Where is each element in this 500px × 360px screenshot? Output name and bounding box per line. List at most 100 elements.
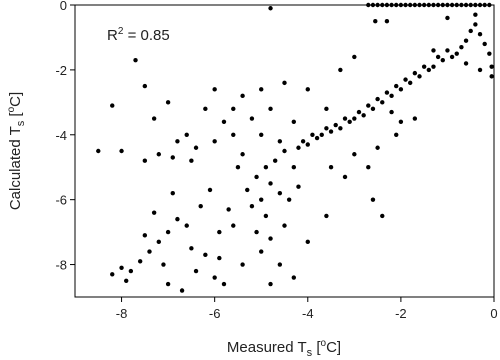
point bbox=[277, 139, 283, 144]
point bbox=[110, 272, 115, 277]
point bbox=[240, 93, 245, 99]
point bbox=[366, 2, 371, 8]
point bbox=[235, 165, 241, 170]
point bbox=[463, 38, 469, 43]
point bbox=[366, 103, 371, 108]
point bbox=[412, 70, 418, 76]
y-tick-label: -8 bbox=[55, 258, 67, 273]
point bbox=[473, 12, 478, 17]
point bbox=[277, 190, 283, 196]
x-label-sub: s bbox=[307, 347, 313, 359]
plot-frame bbox=[74, 4, 495, 298]
point bbox=[128, 268, 134, 274]
point bbox=[408, 2, 413, 8]
point bbox=[151, 116, 157, 121]
point bbox=[147, 249, 152, 254]
point bbox=[487, 2, 492, 8]
point bbox=[259, 197, 264, 202]
point bbox=[161, 262, 166, 267]
point bbox=[170, 190, 175, 196]
point bbox=[338, 67, 343, 73]
point bbox=[249, 203, 255, 209]
point bbox=[489, 74, 494, 79]
point bbox=[403, 2, 408, 8]
point bbox=[268, 6, 273, 11]
point bbox=[356, 109, 362, 115]
point bbox=[198, 203, 203, 209]
point bbox=[384, 19, 390, 24]
point bbox=[296, 145, 301, 150]
point bbox=[151, 210, 157, 215]
point bbox=[221, 119, 227, 125]
y-label-part: [ bbox=[7, 112, 24, 121]
point bbox=[375, 96, 380, 102]
point bbox=[487, 51, 492, 56]
point bbox=[435, 54, 441, 60]
point bbox=[445, 2, 450, 8]
y-tick-label: -6 bbox=[55, 193, 67, 208]
point bbox=[263, 213, 269, 219]
point bbox=[259, 249, 264, 254]
point bbox=[245, 187, 250, 193]
point bbox=[291, 275, 297, 280]
point bbox=[375, 145, 380, 150]
point bbox=[124, 278, 129, 283]
point bbox=[142, 158, 148, 163]
x-label-part: C] bbox=[326, 339, 341, 356]
x-tick-label: -4 bbox=[302, 306, 314, 321]
annotation-part: R bbox=[107, 27, 118, 44]
point bbox=[175, 139, 180, 144]
annotation: R2 = 0.85 bbox=[107, 26, 170, 44]
point bbox=[435, 2, 441, 8]
point bbox=[426, 67, 432, 73]
point bbox=[459, 2, 464, 8]
point bbox=[142, 233, 148, 238]
x-tick-label: -2 bbox=[395, 306, 407, 321]
point bbox=[449, 2, 455, 8]
point bbox=[482, 2, 487, 8]
point bbox=[142, 83, 148, 89]
point bbox=[272, 158, 278, 163]
point bbox=[156, 152, 161, 157]
point bbox=[277, 262, 283, 267]
point bbox=[189, 158, 194, 163]
point bbox=[384, 2, 390, 8]
point bbox=[477, 32, 483, 37]
point bbox=[165, 281, 171, 287]
x-label-part: [ bbox=[312, 339, 321, 356]
point bbox=[380, 213, 385, 219]
point bbox=[384, 90, 390, 95]
point bbox=[489, 64, 494, 69]
point bbox=[370, 2, 376, 8]
point bbox=[207, 187, 213, 193]
point bbox=[440, 57, 445, 63]
y-label-sub: s bbox=[15, 120, 27, 126]
x-tick-label: -8 bbox=[116, 306, 128, 321]
annotation-sup: 2 bbox=[118, 26, 124, 37]
point bbox=[361, 113, 366, 118]
y-tick-label: -4 bbox=[55, 128, 67, 143]
point bbox=[445, 15, 450, 21]
point bbox=[268, 236, 273, 241]
point bbox=[217, 229, 222, 235]
point bbox=[426, 2, 432, 8]
point bbox=[389, 109, 394, 115]
point bbox=[193, 145, 199, 150]
y-axis-label: Calculated Ts [oC] bbox=[6, 92, 27, 210]
point bbox=[459, 44, 464, 50]
point bbox=[240, 262, 245, 267]
point bbox=[468, 28, 473, 34]
point bbox=[268, 281, 273, 287]
point bbox=[408, 80, 413, 86]
point bbox=[342, 174, 348, 180]
point bbox=[421, 2, 427, 8]
point bbox=[421, 64, 427, 69]
point bbox=[449, 54, 455, 60]
point bbox=[412, 116, 418, 121]
point bbox=[282, 148, 287, 154]
point bbox=[431, 64, 436, 69]
annotation-part: = 0.85 bbox=[123, 27, 169, 44]
point bbox=[328, 129, 334, 134]
point bbox=[165, 100, 171, 105]
point bbox=[175, 216, 180, 222]
